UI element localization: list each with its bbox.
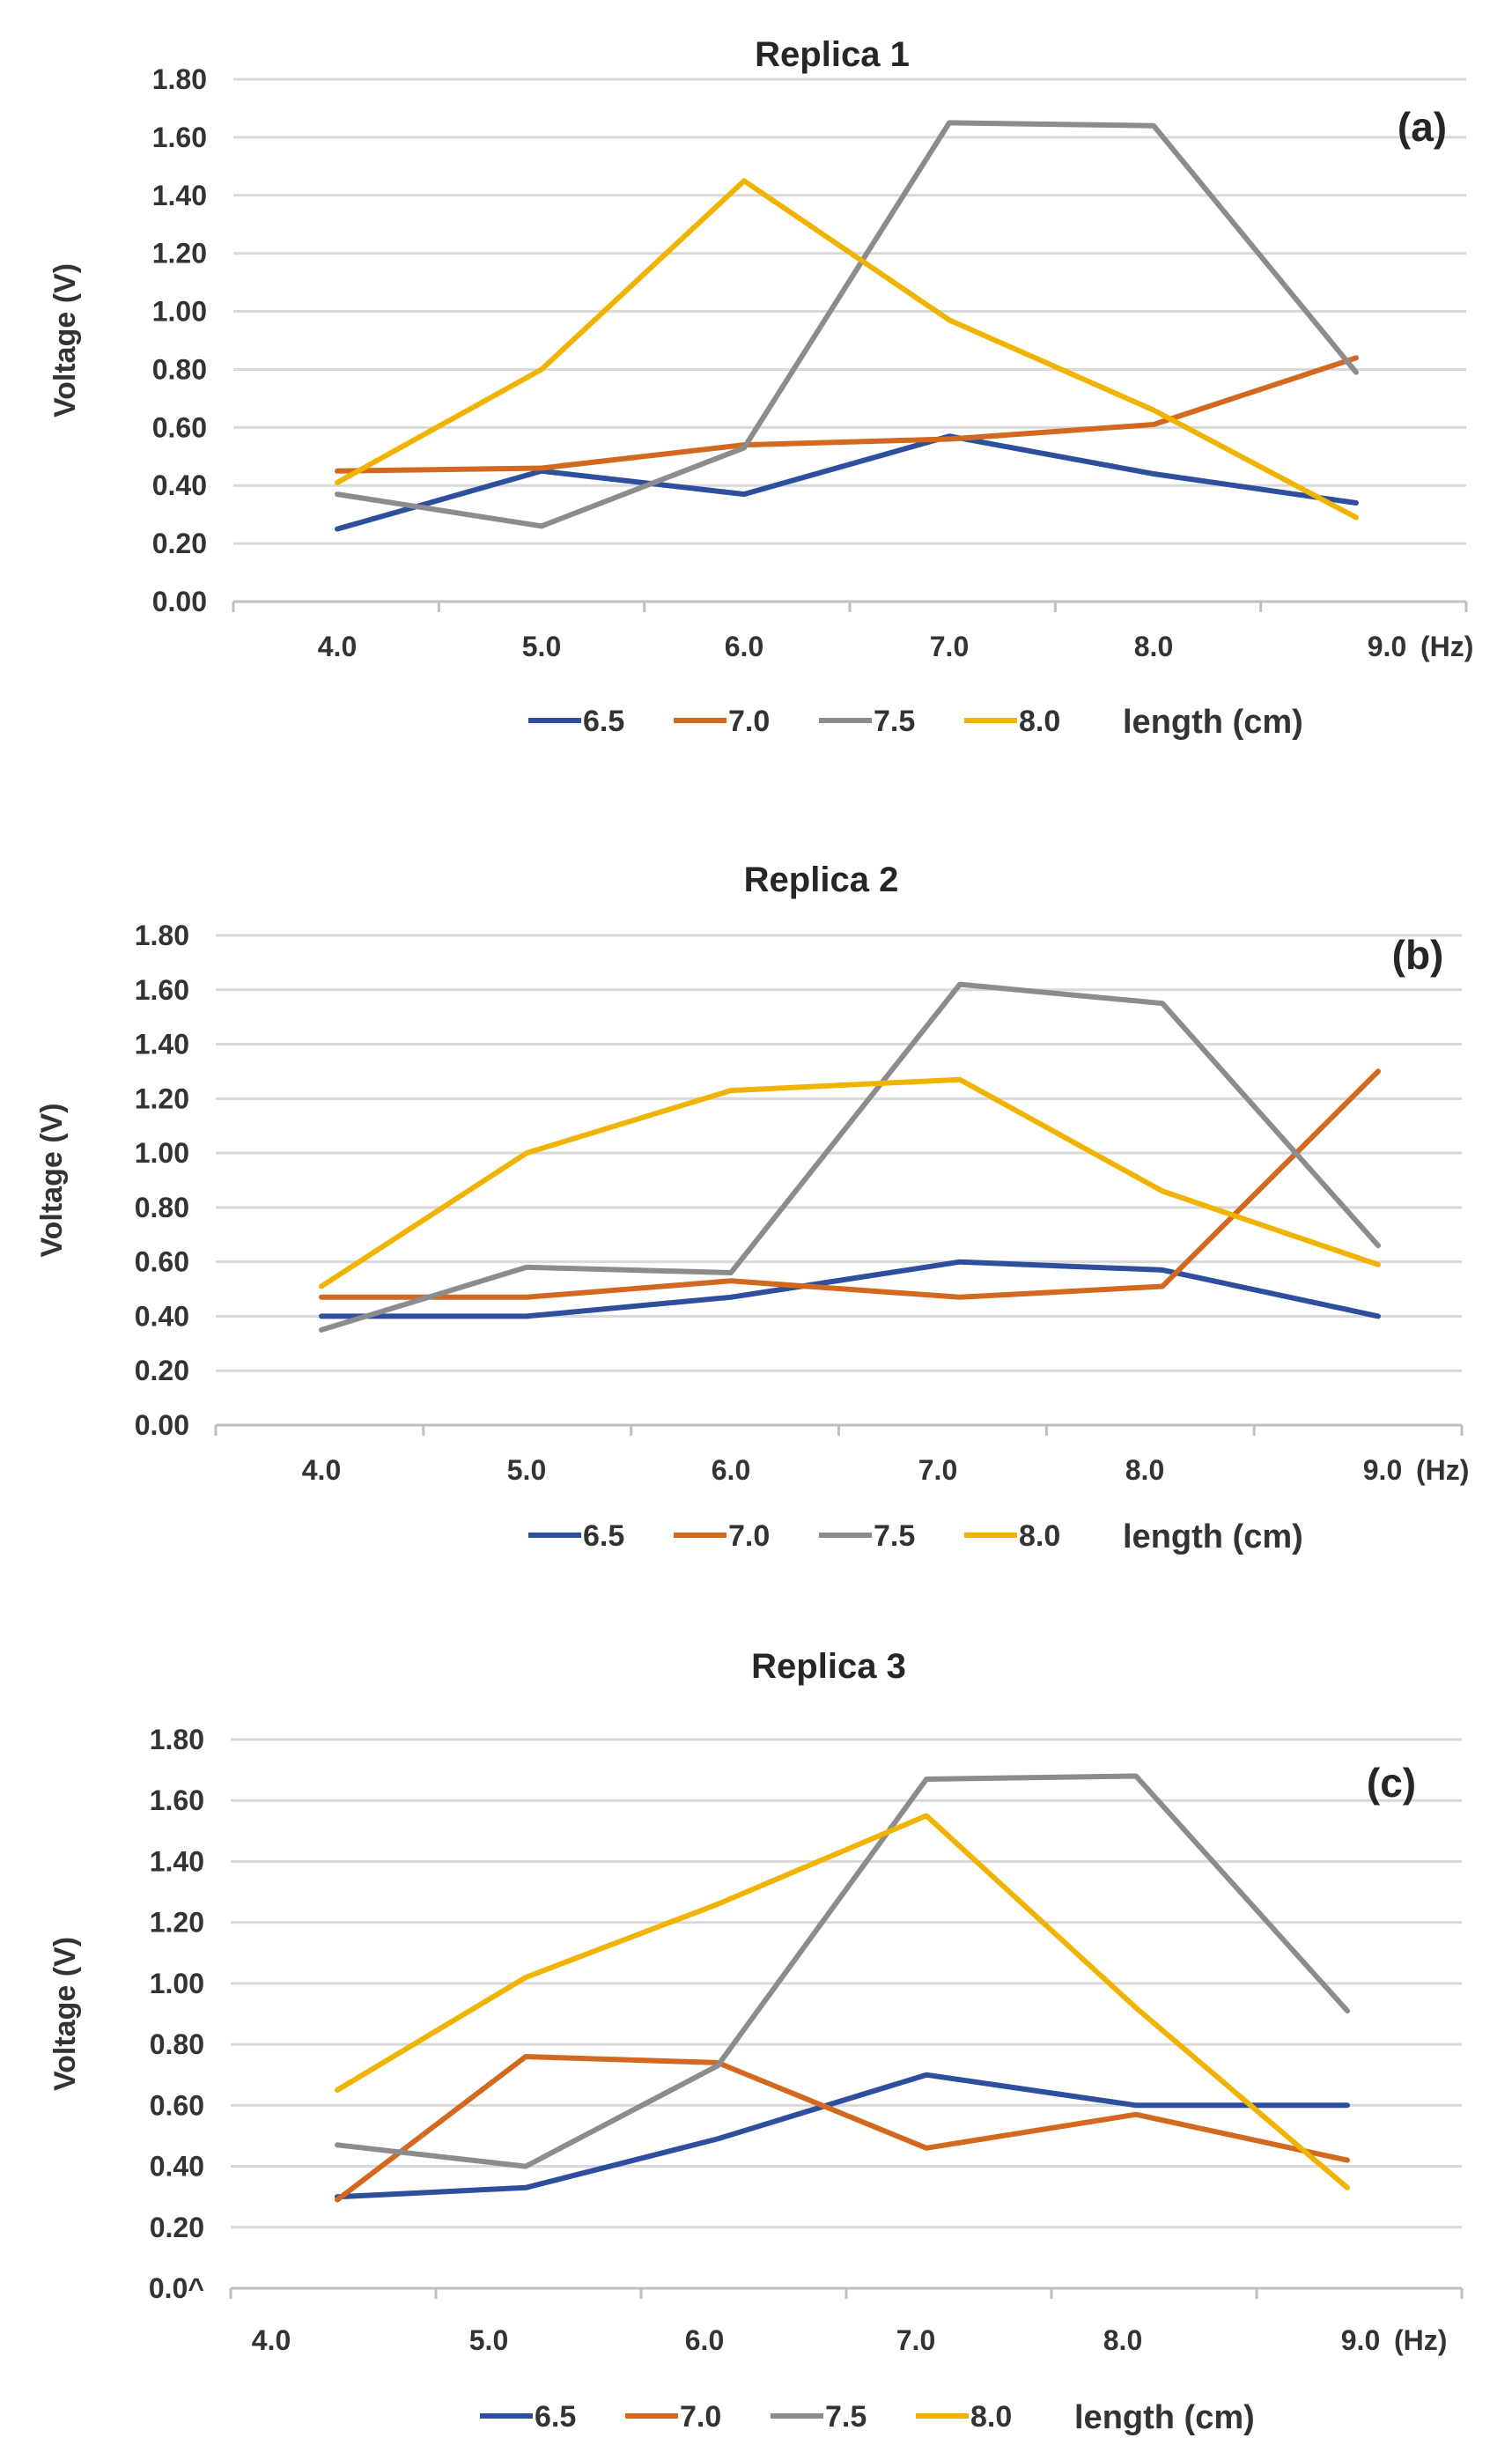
legend-label: 6.5	[583, 1519, 624, 1553]
x-tick-label: 4.0	[302, 1454, 341, 1486]
series-line-6.5	[319, 1259, 1381, 1319]
panel-label: (c)	[1367, 1760, 1416, 1806]
legend-title: length (cm)	[1123, 704, 1303, 741]
y-tick-label: 0.00	[152, 586, 207, 617]
y-axis-label: Voltage (V)	[48, 1937, 82, 2091]
x-tick-label: 8.0	[1103, 2324, 1142, 2356]
y-tick-label: 1.40	[135, 1029, 189, 1060]
y-tick-label: 1.20	[150, 1907, 204, 1939]
x-tick-label: 9.0	[1368, 631, 1406, 662]
legend-label: 7.0	[680, 2400, 721, 2434]
series-line-7.5	[335, 1773, 1350, 2169]
y-tick-label: 1.40	[150, 1845, 204, 1877]
x-tick-label: 9.0	[1363, 1454, 1402, 1486]
y-tick-label: 0.20	[135, 1355, 189, 1386]
series-line-8.0	[319, 1076, 1381, 1289]
series-line-8.0	[335, 178, 1359, 521]
x-tick-label: 6.0	[712, 1454, 750, 1486]
legend-label: 7.5	[874, 1519, 915, 1553]
x-tick-label: 6.0	[725, 631, 763, 662]
chart-title: Replica 2	[744, 861, 899, 899]
x-tick-label: 7.0	[918, 1454, 957, 1486]
y-tick-label: 1.60	[135, 974, 189, 1006]
y-tick-label: 1.00	[135, 1137, 189, 1169]
x-tick-label: 8.0	[1134, 631, 1173, 662]
series-line-6.5	[335, 433, 1359, 532]
y-tick-label: 1.60	[152, 122, 207, 153]
legend-label: 6.5	[583, 705, 624, 738]
x-tick-label: 4.0	[318, 631, 357, 662]
y-tick-label: 0.80	[152, 353, 207, 385]
y-axis-label: Voltage (V)	[35, 1103, 69, 1257]
chart-panel-3: 0.0^ 0.20 0.40 0.60 0.80 1.00 1.20 1.40 1.60 1.80…	[48, 1647, 1464, 2436]
series-line-7.0	[319, 1068, 1381, 1300]
y-tick-label: 0.00	[135, 1409, 189, 1441]
legend-label: 8.0	[1019, 1519, 1060, 1553]
y-tick-label: 1.80	[150, 1724, 204, 1755]
chart-panel-2: 0.00 0.20 0.40 0.60 0.80 1.00 1.20 1.40 1.60 1.80…	[35, 861, 1469, 1555]
y-tick-label: 1.20	[152, 238, 207, 270]
x-tick-label: 7.0	[896, 2324, 935, 2356]
legend-label: 7.0	[728, 1519, 770, 1553]
x-unit-label: (Hz)	[1394, 2324, 1447, 2356]
legend-label: 8.0	[1019, 705, 1060, 738]
chart-panel-1: 0.00 0.20 0.40 0.60 0.80 1.00 1.20 1.40 1.60 1.80…	[48, 35, 1473, 741]
y-tick-label: 0.40	[135, 1300, 189, 1332]
legend-label: 8.0	[970, 2400, 1012, 2434]
y-tick-label: 0.20	[152, 528, 207, 559]
x-tick-label: 5.0	[469, 2324, 508, 2356]
chart-title: Replica 3	[751, 1647, 906, 1686]
y-tick-label: 1.60	[150, 1784, 204, 1816]
y-tick-label: 0.80	[135, 1192, 189, 1223]
x-tick-label: 6.0	[685, 2324, 724, 2356]
y-tick-label: 1.20	[135, 1082, 189, 1114]
y-tick-label: 1.00	[150, 1968, 204, 1999]
series-line-7.0	[335, 355, 1359, 474]
y-tick-label: 0.40	[150, 2151, 204, 2183]
x-tick-label: 5.0	[522, 631, 561, 662]
legend-label: 7.0	[728, 705, 770, 738]
y-tick-label: 0.40	[152, 469, 207, 501]
legend-label: 6.5	[535, 2400, 576, 2434]
y-axis-label: Voltage (V)	[48, 263, 82, 417]
panel-label: (a)	[1398, 104, 1447, 150]
series-line-8.0	[335, 1813, 1350, 2190]
x-unit-label: (Hz)	[1416, 1454, 1469, 1486]
y-tick-label: 0.60	[150, 2089, 204, 2121]
legend-label: 7.5	[874, 705, 915, 738]
y-tick-label: 1.80	[152, 63, 207, 95]
series-line-7.5	[319, 981, 1381, 1333]
x-tick-label: 8.0	[1125, 1454, 1164, 1486]
y-tick-label: 0.60	[135, 1246, 189, 1278]
x-tick-label: 5.0	[507, 1454, 546, 1486]
y-tick-label: 0.80	[150, 2028, 204, 2060]
y-tick-label: 0.60	[152, 411, 207, 443]
x-tick-label: 7.0	[930, 631, 969, 662]
legend-title: length (cm)	[1123, 1518, 1303, 1555]
y-tick-label: 0.0^	[149, 2272, 204, 2304]
legend-label: 7.5	[825, 2400, 867, 2434]
x-unit-label: (Hz)	[1420, 631, 1473, 662]
x-tick-label: 4.0	[252, 2324, 291, 2356]
series-line-7.0	[335, 2054, 1350, 2203]
panel-label: (b)	[1392, 932, 1444, 978]
y-tick-label: 1.00	[152, 296, 207, 328]
y-tick-label: 1.40	[152, 180, 207, 211]
y-tick-label: 1.80	[135, 920, 189, 951]
legend-title: length (cm)	[1074, 2399, 1255, 2436]
x-tick-label: 9.0	[1341, 2324, 1380, 2356]
series-line-7.5	[335, 120, 1359, 529]
chart-title: Replica 1	[755, 35, 910, 74]
y-tick-label: 0.20	[150, 2212, 204, 2243]
